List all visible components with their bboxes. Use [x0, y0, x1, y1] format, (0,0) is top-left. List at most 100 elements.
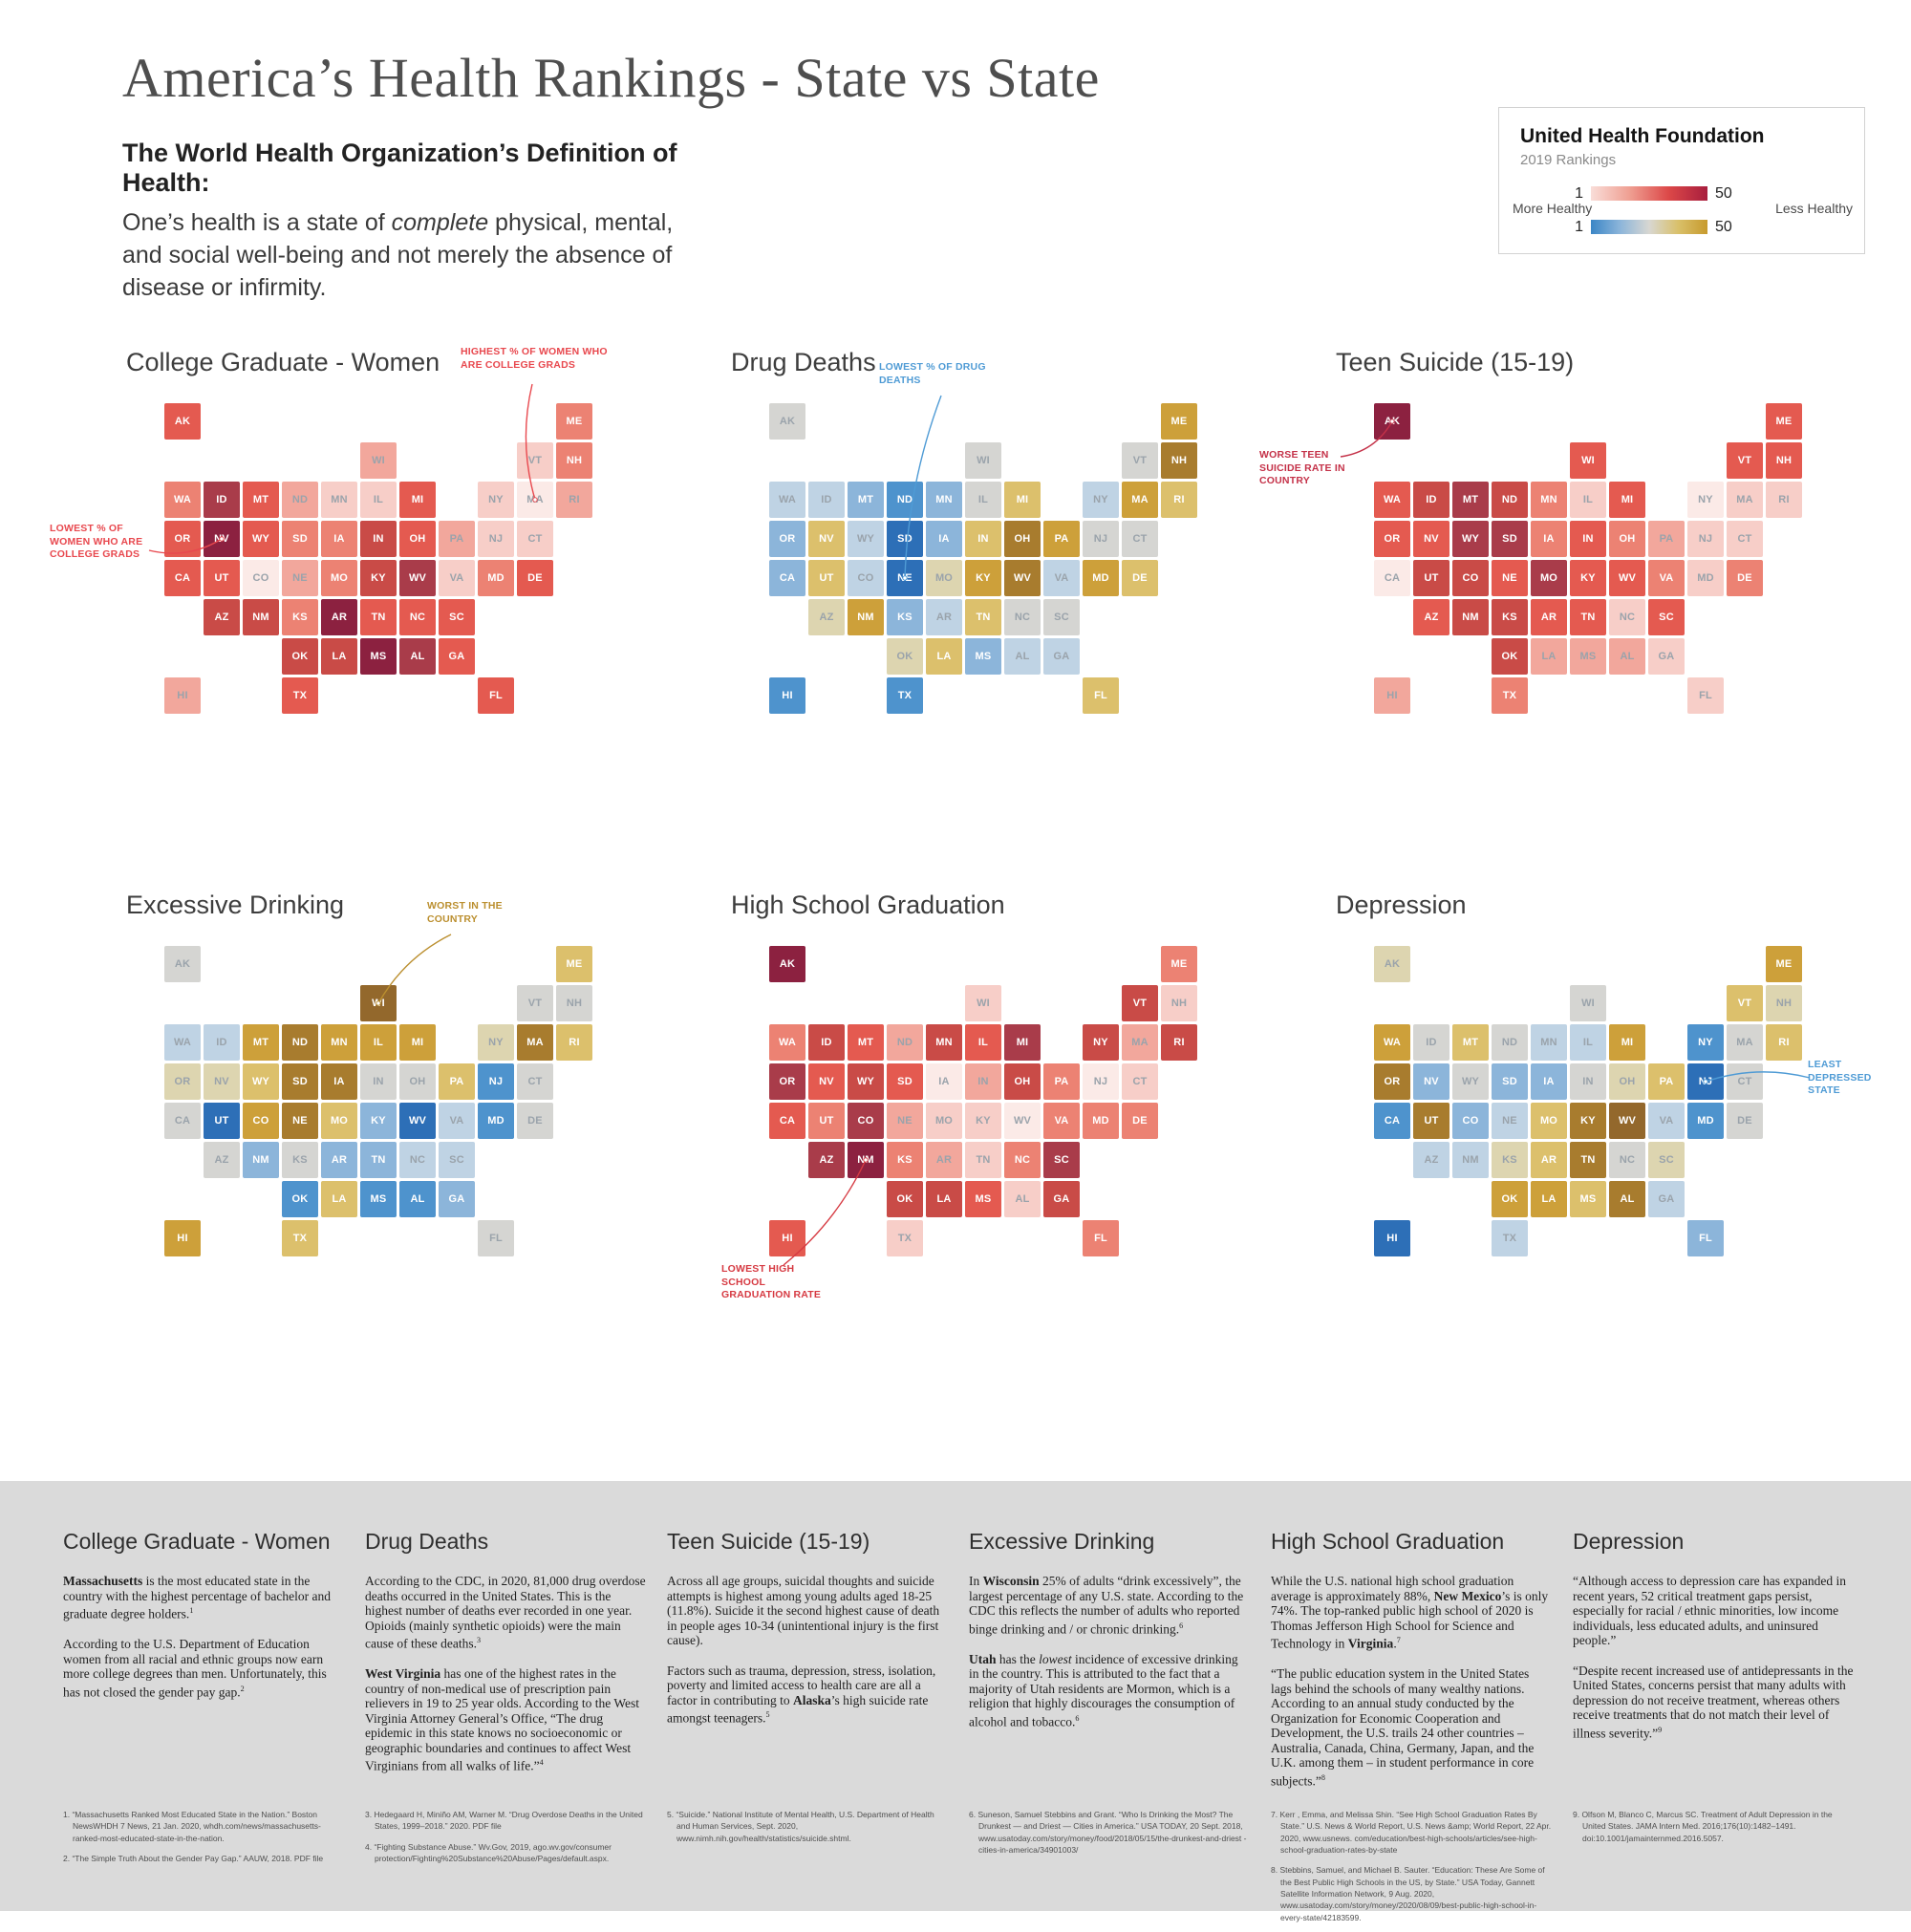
state-tile-MN: MN: [1531, 1024, 1567, 1061]
state-label: AL: [410, 651, 425, 662]
state-label: AK: [779, 416, 796, 427]
column-paragraph: According to the CDC, in 2020, 81,000 dr…: [365, 1574, 646, 1651]
state-label: NY: [1698, 1037, 1713, 1048]
state-label: KS: [1502, 612, 1517, 623]
state-label: MN: [331, 1037, 348, 1048]
state-tile-KY: KY: [1570, 1103, 1606, 1139]
state-tile-AK: AK: [1374, 403, 1410, 440]
state-tile-IN: IN: [965, 1063, 1001, 1100]
state-label: MI: [1621, 1037, 1634, 1048]
state-label: MT: [252, 1037, 269, 1048]
map-panel-college-graduate-women: College Graduate - Women AK ME WI VT NH WA ID MT…: [50, 346, 655, 843]
column-body: While the U.S. national high school grad…: [1271, 1574, 1552, 1803]
state-tile-NC: NC: [399, 1142, 436, 1178]
state-tile-WI: WI: [965, 985, 1001, 1021]
state-tile-NJ: NJ: [478, 1063, 514, 1100]
state-label: TX: [292, 1233, 308, 1244]
column-paragraph: “The public education system in the Unit…: [1271, 1666, 1535, 1788]
state-tile-LA: LA: [321, 1181, 357, 1217]
state-tile-TN: TN: [1570, 599, 1606, 635]
state-label: MA: [1736, 1037, 1753, 1048]
state-label: PA: [449, 533, 464, 545]
state-tile-UT: UT: [1413, 1103, 1449, 1139]
state-label: MN: [1540, 494, 1557, 505]
column-heading: High School Graduation: [1271, 1529, 1505, 1554]
column-heading: Drug Deaths: [365, 1529, 489, 1554]
state-tile-ID: ID: [808, 482, 845, 518]
state-tile-VA: VA: [1648, 560, 1685, 596]
less-healthy-label: Less Healthy: [1775, 201, 1853, 216]
state-tile-CA: CA: [164, 560, 201, 596]
state-tile-DE: DE: [1727, 1103, 1763, 1139]
state-tile-KY: KY: [965, 560, 1001, 596]
state-tile-ND: ND: [282, 482, 318, 518]
state-label: MO: [934, 572, 954, 584]
column-heading: College Graduate - Women: [63, 1529, 331, 1554]
state-label: ME: [1775, 958, 1793, 970]
state-label: NC: [1619, 1154, 1636, 1166]
column-heading: Teen Suicide (15-19): [667, 1529, 870, 1554]
state-tile-CT: CT: [517, 521, 553, 557]
state-tile-MS: MS: [965, 638, 1001, 675]
state-tile-KS: KS: [282, 1142, 318, 1178]
state-tile-ME: ME: [1766, 403, 1802, 440]
state-tile-MD: MD: [1083, 560, 1119, 596]
state-tile-ID: ID: [1413, 482, 1449, 518]
state-label: ND: [896, 494, 913, 505]
state-label: IN: [977, 533, 989, 545]
state-tile-NM: NM: [1452, 1142, 1489, 1178]
state-label: NC: [409, 612, 426, 623]
state-label: WI: [977, 998, 990, 1009]
state-tile-OK: OK: [887, 638, 923, 675]
state-tile-GA: GA: [439, 1181, 475, 1217]
state-label: AK: [174, 958, 191, 970]
column-body: Massachusetts is the most educated state…: [63, 1574, 344, 1803]
maps-grid: College Graduate - Women AK ME WI VT NH WA ID MT…: [50, 346, 1871, 1385]
state-label: VT: [527, 998, 543, 1009]
state-label: GA: [1658, 1193, 1675, 1205]
state-tile-NC: NC: [1004, 1142, 1041, 1178]
state-label: ME: [1775, 416, 1793, 427]
info-column: Depression “Although access to depression…: [1573, 1529, 1854, 1932]
state-tile-SD: SD: [1492, 521, 1528, 557]
state-tile-OK: OK: [282, 638, 318, 675]
state-label: FL: [1699, 1233, 1712, 1244]
state-label: NH: [566, 455, 583, 466]
state-label: IA: [938, 1076, 950, 1087]
state-label: WY: [251, 533, 270, 545]
state-label: NC: [409, 1154, 426, 1166]
column-footnotes: 9. Olfson M, Blanco C, Marcus SC. Treatm…: [1573, 1809, 1854, 1844]
state-tile-MA: MA: [517, 482, 553, 518]
state-tile-GA: GA: [1043, 1181, 1080, 1217]
state-tile-LA: LA: [1531, 1181, 1567, 1217]
state-label: UT: [214, 1115, 229, 1127]
state-tile-WY: WY: [848, 1063, 884, 1100]
state-tile-KS: KS: [1492, 1142, 1528, 1178]
state-tile-SD: SD: [282, 1063, 318, 1100]
state-tile-RI: RI: [1766, 1024, 1802, 1061]
state-label: AR: [331, 612, 348, 623]
state-label: OH: [409, 1076, 426, 1087]
state-label: MN: [1540, 1037, 1557, 1048]
state-tile-NJ: NJ: [1083, 1063, 1119, 1100]
state-label: NV: [1424, 1076, 1439, 1087]
column-paragraph: Utah has the lowest incidence of excessi…: [969, 1651, 1238, 1729]
state-tile-PA: PA: [1043, 521, 1080, 557]
state-label: AZ: [819, 1154, 834, 1166]
state-tile-AZ: AZ: [808, 1142, 845, 1178]
state-label: MI: [411, 494, 424, 505]
state-tile-WY: WY: [243, 1063, 279, 1100]
state-tile-VT: VT: [1727, 442, 1763, 479]
state-tile-MO: MO: [321, 560, 357, 596]
state-label: NM: [857, 1154, 874, 1166]
state-tile-HI: HI: [1374, 1220, 1410, 1256]
state-tile-NE: NE: [887, 1103, 923, 1139]
state-label: MN: [331, 494, 348, 505]
state-tile-CO: CO: [848, 560, 884, 596]
state-label: MS: [1579, 1193, 1597, 1205]
state-tile-IA: IA: [926, 521, 962, 557]
state-tile-MT: MT: [1452, 1024, 1489, 1061]
state-label: MT: [252, 494, 269, 505]
state-tile-IN: IN: [1570, 521, 1606, 557]
state-tile-FL: FL: [478, 1220, 514, 1256]
